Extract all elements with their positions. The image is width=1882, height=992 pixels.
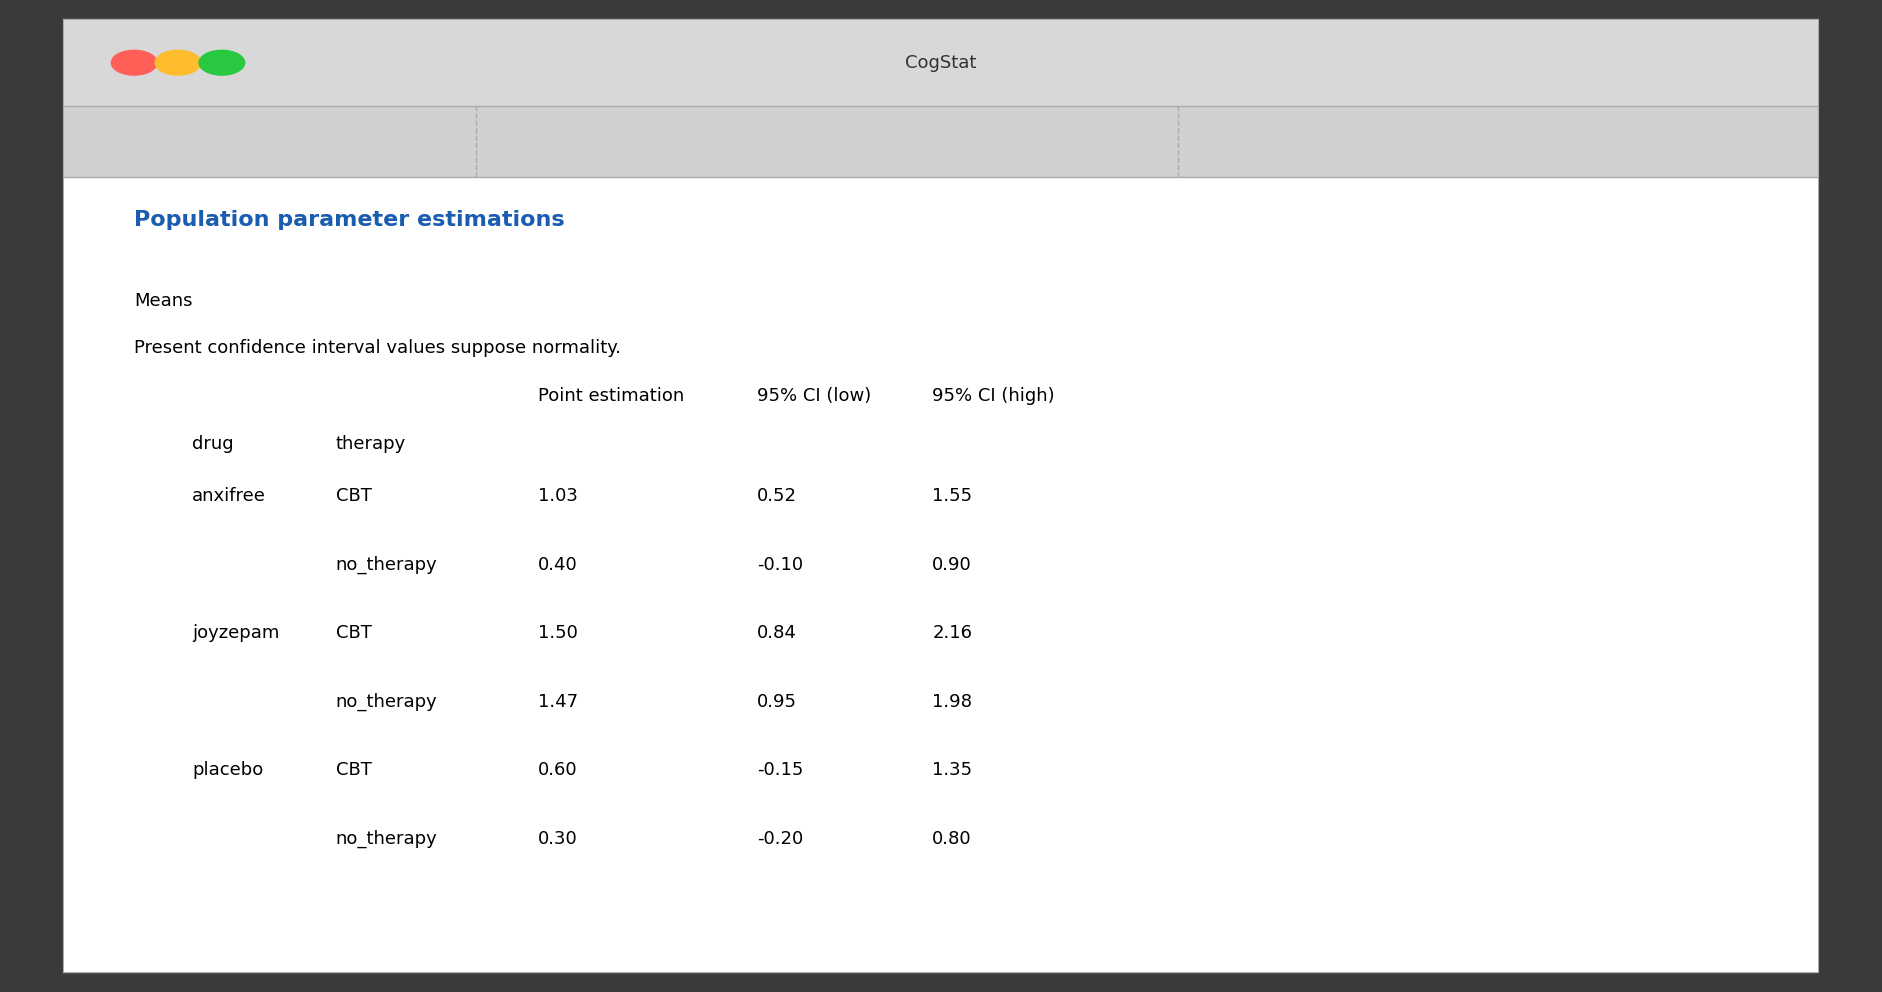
Text: no_therapy: no_therapy	[335, 556, 439, 573]
Text: -0.10: -0.10	[757, 556, 804, 573]
Text: therapy: therapy	[335, 434, 407, 452]
Text: 1.03: 1.03	[538, 487, 578, 505]
Bar	[64, 20, 1818, 105]
Text: 0.84: 0.84	[757, 624, 796, 642]
Text: 1.50: 1.50	[538, 624, 578, 642]
Text: 1.98: 1.98	[932, 692, 973, 710]
Text: joyzepam: joyzepam	[192, 624, 279, 642]
Circle shape	[111, 51, 156, 75]
Text: 0.52: 0.52	[757, 487, 796, 505]
Bar	[64, 177, 1818, 972]
Text: 0.40: 0.40	[538, 556, 578, 573]
Bar	[64, 105, 1818, 177]
Text: CBT: CBT	[335, 761, 373, 780]
Text: 0.95: 0.95	[757, 692, 796, 710]
Text: -0.20: -0.20	[757, 830, 804, 848]
FancyBboxPatch shape	[64, 20, 1818, 972]
Text: Population parameter estimations: Population parameter estimations	[134, 210, 565, 230]
Text: 1.47: 1.47	[538, 692, 578, 710]
Text: placebo: placebo	[192, 761, 263, 780]
Text: Means: Means	[134, 292, 192, 310]
Text: no_therapy: no_therapy	[335, 692, 439, 711]
Text: Present confidence interval values suppose normality.: Present confidence interval values suppo…	[134, 339, 621, 357]
Text: 95% CI (low): 95% CI (low)	[757, 387, 871, 405]
Text: 1.35: 1.35	[932, 761, 973, 780]
Text: 0.80: 0.80	[932, 830, 971, 848]
Text: -0.15: -0.15	[757, 761, 804, 780]
Text: anxifree: anxifree	[192, 487, 265, 505]
Text: CogStat: CogStat	[905, 54, 977, 71]
Circle shape	[154, 51, 201, 75]
Text: 0.30: 0.30	[538, 830, 578, 848]
Text: 95% CI (high): 95% CI (high)	[932, 387, 1054, 405]
Text: CBT: CBT	[335, 624, 373, 642]
Text: 1.55: 1.55	[932, 487, 973, 505]
Text: 2.16: 2.16	[932, 624, 973, 642]
Text: 0.90: 0.90	[932, 556, 971, 573]
Text: 0.60: 0.60	[538, 761, 578, 780]
Text: no_therapy: no_therapy	[335, 829, 439, 848]
Text: CBT: CBT	[335, 487, 373, 505]
Text: Point estimation: Point estimation	[538, 387, 683, 405]
Text: drug: drug	[192, 434, 233, 452]
Circle shape	[199, 51, 245, 75]
